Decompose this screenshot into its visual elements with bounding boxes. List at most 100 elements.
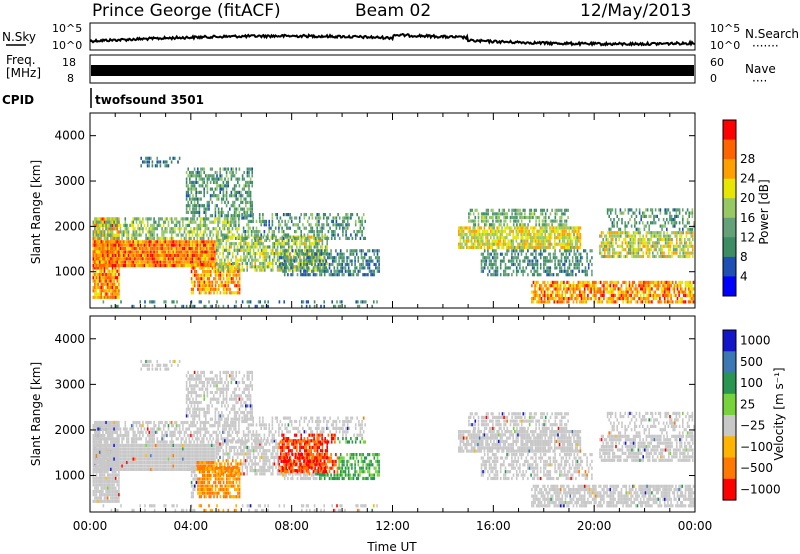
power-cell	[137, 223, 139, 227]
power-cell	[588, 290, 591, 294]
power-cell	[304, 248, 306, 252]
power-cell	[297, 261, 300, 266]
power-cell	[642, 254, 644, 259]
power-cell	[316, 245, 319, 249]
power-cell	[190, 270, 193, 274]
power-cell	[127, 257, 130, 261]
power-cell	[564, 287, 567, 291]
power-cell	[142, 220, 144, 224]
power-cell	[98, 269, 101, 273]
power-cell	[549, 239, 551, 243]
power-cell	[95, 272, 98, 277]
power-cell	[230, 280, 233, 284]
power-cell	[557, 259, 560, 263]
power-cell	[118, 285, 120, 290]
power-cell	[664, 254, 667, 259]
power-cell	[556, 290, 559, 294]
power-cell	[175, 247, 178, 251]
power-cell	[468, 215, 470, 220]
power-cell	[491, 256, 494, 260]
power-cell	[113, 276, 115, 280]
power-cell	[166, 164, 168, 168]
power-cell	[221, 214, 223, 218]
power-cell	[221, 280, 223, 284]
power-cell	[166, 243, 168, 247]
power-cell	[353, 230, 355, 234]
power-cell	[106, 243, 109, 247]
power-cell	[654, 290, 656, 294]
power-cell	[191, 230, 194, 234]
power-cell	[177, 247, 179, 251]
power-cell	[498, 215, 501, 220]
power-cell	[655, 248, 657, 252]
power-cell	[618, 251, 620, 255]
power-cell	[687, 284, 690, 288]
power-cell	[600, 234, 603, 238]
power-cell	[536, 236, 538, 240]
power-cell	[649, 293, 652, 297]
power-cell	[153, 257, 155, 261]
power-cell	[106, 236, 109, 240]
power-cell	[591, 273, 593, 277]
power-cell	[608, 251, 611, 255]
power-cell	[622, 290, 624, 294]
power-cell	[241, 194, 244, 198]
power-cell	[308, 235, 311, 239]
power-cell	[315, 249, 318, 253]
power-cell	[238, 263, 241, 267]
power-cell	[200, 277, 202, 281]
power-cell	[542, 300, 544, 304]
power-cell	[118, 247, 120, 251]
power-cell	[645, 241, 648, 245]
power-cell	[170, 230, 173, 234]
power-cell	[335, 249, 337, 253]
power-cell	[111, 269, 114, 273]
power-cell	[228, 245, 231, 249]
power-cell	[110, 285, 112, 290]
power-cell	[240, 194, 242, 198]
power-cell	[519, 215, 521, 220]
power-cell	[562, 239, 564, 243]
power-cell	[102, 264, 104, 268]
power-cell	[501, 226, 503, 230]
power-cell	[343, 219, 346, 223]
power-cell	[159, 164, 162, 168]
power-cell	[601, 293, 604, 297]
power-cell	[559, 300, 562, 304]
power-cell	[308, 216, 310, 220]
power-cell	[530, 239, 532, 243]
power-cell	[94, 257, 96, 261]
power-cell	[222, 248, 224, 252]
power-cell	[134, 240, 136, 244]
power-cell	[230, 291, 233, 295]
power-cell	[692, 300, 695, 304]
power-cell	[127, 243, 130, 247]
power-cell	[623, 297, 626, 301]
power-cell	[676, 234, 678, 238]
power-cell	[539, 252, 542, 256]
power-cell	[556, 208, 558, 212]
power-cell	[528, 245, 530, 249]
freq-panel-frame	[89, 54, 696, 84]
power-cell	[554, 208, 557, 212]
power-cell	[156, 250, 159, 254]
power-cell	[153, 253, 155, 257]
power-cell	[338, 273, 340, 277]
power-cell	[236, 245, 239, 249]
power-cell	[625, 280, 628, 284]
power-cell	[519, 223, 521, 227]
power-cell	[102, 233, 104, 237]
power-cell	[192, 273, 194, 277]
power-cell	[613, 251, 616, 255]
power-cell	[202, 263, 204, 267]
power-cell	[603, 297, 605, 301]
power-cell	[493, 239, 495, 243]
power-cell	[111, 253, 114, 257]
power-cell	[598, 287, 600, 291]
power-cell	[461, 232, 463, 237]
power-cell	[574, 284, 576, 288]
power-cell	[270, 268, 272, 272]
power-cell	[656, 244, 659, 248]
power-cell	[95, 240, 98, 244]
power-cell	[175, 250, 178, 254]
